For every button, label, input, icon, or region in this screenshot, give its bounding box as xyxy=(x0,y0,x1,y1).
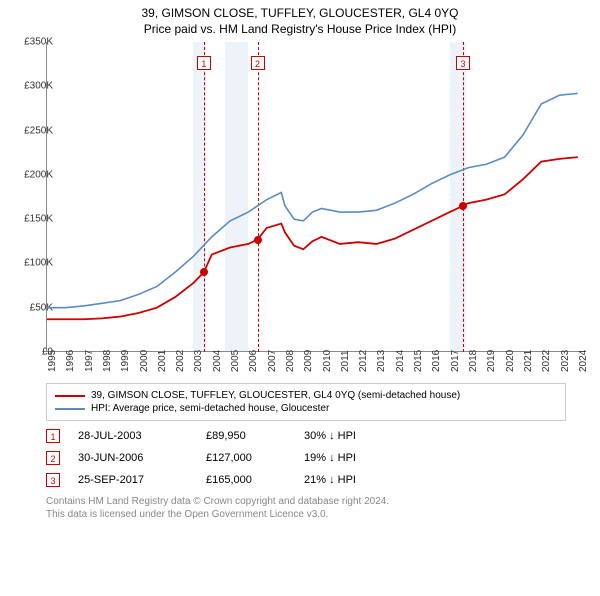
x-tick-label: 2021 xyxy=(523,350,534,372)
event-delta: 19% ↓ HPI xyxy=(304,452,394,464)
event-date: 30-JUN-2006 xyxy=(78,452,188,464)
event-table: 1 28-JUL-2003 £89,950 30% ↓ HPI 2 30-JUN-2006… xyxy=(46,429,566,487)
x-tick-label: 2009 xyxy=(303,350,314,372)
x-tick-label: 2005 xyxy=(230,350,241,372)
x-tick-label: 2007 xyxy=(267,350,278,372)
x-tick-label: 1995 xyxy=(47,350,58,372)
plot-area: £0£50K£100K£150K£200K£250K£300K£350K1995… xyxy=(46,42,586,352)
legend-label: 39, GIMSON CLOSE, TUFFLEY, GLOUCESTER, G… xyxy=(91,390,460,401)
x-tick-label: 2006 xyxy=(248,350,259,372)
event-delta: 30% ↓ HPI xyxy=(304,430,394,442)
legend-swatch xyxy=(55,408,85,410)
x-tick-label: 2002 xyxy=(175,350,186,372)
x-tick-label: 2000 xyxy=(139,350,150,372)
x-tick-label: 2016 xyxy=(431,350,442,372)
footer-line-2: This data is licensed under the Open Gov… xyxy=(46,508,566,521)
event-date: 25-SEP-2017 xyxy=(78,474,188,486)
x-tick-label: 2008 xyxy=(285,350,296,372)
x-tick-label: 2019 xyxy=(486,350,497,372)
event-delta: 21% ↓ HPI xyxy=(304,474,394,486)
x-tick-label: 2001 xyxy=(157,350,168,372)
x-tick-label: 2004 xyxy=(212,350,223,372)
event-row: 3 25-SEP-2017 £165,000 21% ↓ HPI xyxy=(46,473,566,487)
x-tick-label: 1998 xyxy=(102,350,113,372)
event-price: £127,000 xyxy=(206,452,286,464)
event-dot xyxy=(200,268,208,276)
x-tick-label: 2013 xyxy=(376,350,387,372)
event-row: 1 28-JUL-2003 £89,950 30% ↓ HPI xyxy=(46,429,566,443)
series-hpi xyxy=(47,93,578,307)
x-tick-label: 1997 xyxy=(84,350,95,372)
legend: 39, GIMSON CLOSE, TUFFLEY, GLOUCESTER, G… xyxy=(46,383,566,421)
event-dot xyxy=(459,202,467,210)
series-svg xyxy=(47,42,587,352)
series-price_paid xyxy=(47,157,578,319)
legend-swatch xyxy=(55,395,85,397)
x-tick-label: 2012 xyxy=(358,350,369,372)
event-row: 2 30-JUN-2006 £127,000 19% ↓ HPI xyxy=(46,451,566,465)
legend-row: HPI: Average price, semi-detached house,… xyxy=(55,403,557,414)
x-tick-label: 2014 xyxy=(395,350,406,372)
footer: Contains HM Land Registry data © Crown c… xyxy=(46,495,566,521)
legend-label: HPI: Average price, semi-detached house,… xyxy=(91,403,329,414)
event-marker: 2 xyxy=(46,451,60,465)
legend-row: 39, GIMSON CLOSE, TUFFLEY, GLOUCESTER, G… xyxy=(55,390,557,401)
x-tick-label: 2020 xyxy=(505,350,516,372)
event-marker: 3 xyxy=(46,473,60,487)
event-date: 28-JUL-2003 xyxy=(78,430,188,442)
x-tick-label: 2011 xyxy=(340,350,351,372)
event-price: £89,950 xyxy=(206,430,286,442)
x-tick-label: 1999 xyxy=(120,350,131,372)
x-tick-label: 2023 xyxy=(560,350,571,372)
x-tick-label: 2024 xyxy=(578,350,589,372)
x-tick-label: 2017 xyxy=(450,350,461,372)
event-price: £165,000 xyxy=(206,474,286,486)
event-dot xyxy=(254,236,262,244)
chart-title-2: Price paid vs. HM Land Registry's House … xyxy=(0,22,600,36)
chart: £0£50K£100K£150K£200K£250K£300K£350K1995… xyxy=(34,42,594,377)
x-tick-label: 2010 xyxy=(322,350,333,372)
x-tick-label: 2018 xyxy=(468,350,479,372)
chart-title-1: 39, GIMSON CLOSE, TUFFLEY, GLOUCESTER, G… xyxy=(0,6,600,20)
footer-line-1: Contains HM Land Registry data © Crown c… xyxy=(46,495,566,508)
x-tick-label: 2003 xyxy=(193,350,204,372)
x-tick-label: 1996 xyxy=(65,350,76,372)
x-tick-label: 2022 xyxy=(541,350,552,372)
x-tick-label: 2015 xyxy=(413,350,424,372)
event-marker: 1 xyxy=(46,429,60,443)
